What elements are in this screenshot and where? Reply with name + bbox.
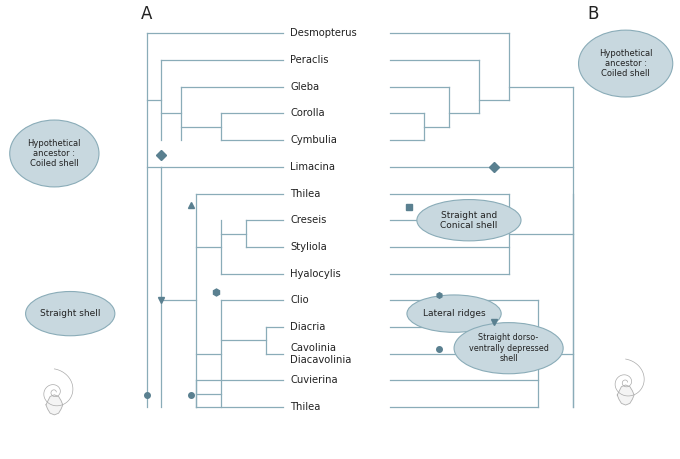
Text: Cuvierina: Cuvierina xyxy=(290,375,338,386)
Text: A: A xyxy=(141,5,152,22)
Text: Hypothetical
ancestor :
Coiled shell: Hypothetical ancestor : Coiled shell xyxy=(599,49,652,78)
Polygon shape xyxy=(617,385,634,405)
Text: Thilea: Thilea xyxy=(290,189,321,199)
Text: Desmopterus: Desmopterus xyxy=(290,28,357,39)
Ellipse shape xyxy=(10,120,99,187)
Text: Hyalocylis: Hyalocylis xyxy=(290,269,341,279)
Text: Styliola: Styliola xyxy=(290,242,327,252)
Text: Diacria: Diacria xyxy=(290,322,326,332)
Text: Gleba: Gleba xyxy=(290,82,320,92)
Ellipse shape xyxy=(579,30,673,97)
Text: Creseis: Creseis xyxy=(290,215,327,225)
Text: Straight dorso-
ventrally depressed
shell: Straight dorso- ventrally depressed shel… xyxy=(469,333,549,363)
Polygon shape xyxy=(46,395,63,415)
Text: Lateral ridges: Lateral ridges xyxy=(423,309,486,318)
Text: Hypothetical
ancestor :
Coiled shell: Hypothetical ancestor : Coiled shell xyxy=(28,139,81,168)
Text: Straight and
Conical shell: Straight and Conical shell xyxy=(440,211,498,230)
Text: Cymbulia: Cymbulia xyxy=(290,135,337,145)
Ellipse shape xyxy=(417,200,521,241)
Text: Peraclis: Peraclis xyxy=(290,55,329,65)
Text: Limacina: Limacina xyxy=(290,162,335,172)
Text: Cavolinia: Cavolinia xyxy=(290,343,337,353)
Ellipse shape xyxy=(454,323,563,374)
Ellipse shape xyxy=(26,291,115,336)
Text: B: B xyxy=(588,5,598,22)
Text: Thilea: Thilea xyxy=(290,402,321,412)
Text: Corolla: Corolla xyxy=(290,108,325,118)
Text: Straight shell: Straight shell xyxy=(40,309,101,318)
Text: Clio: Clio xyxy=(290,295,309,305)
Ellipse shape xyxy=(407,295,501,332)
Text: Diacavolinia: Diacavolinia xyxy=(290,354,352,364)
